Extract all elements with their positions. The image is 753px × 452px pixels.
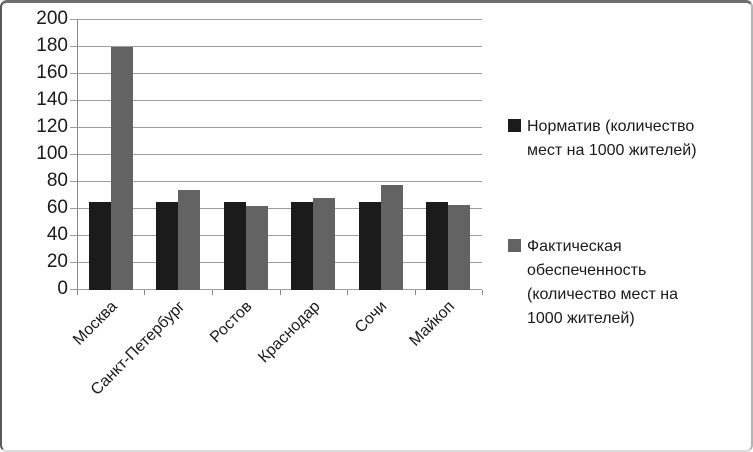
y-axis-label: 0 [57,278,68,300]
bar-group [280,20,348,290]
y-axis-label: 200 [36,8,68,30]
x-tick [211,290,213,295]
bar-normativ [426,202,449,290]
legend-label: Норматив (количество мест на 1000 жителе… [527,118,697,159]
y-axis-label: 60 [46,197,68,219]
bar-fact [380,184,403,290]
x-tick [346,290,348,295]
gridline [70,208,482,209]
y-axis-label: 120 [36,116,68,138]
x-tick [279,290,281,295]
y-axis-line [77,20,78,290]
x-axis-label: Сочи [352,298,391,337]
x-tick [482,290,483,295]
bar-fact [313,198,336,290]
x-axis-label: Ростов [207,298,256,347]
bar-normativ [358,202,381,290]
bar-fact [178,190,201,290]
y-axis-labels: 200 180 160 140 120 100 80 60 40 20 0 [2,8,68,299]
legend-entry: Норматив (количество мест на 1000 жителе… [508,115,750,163]
legend-marker-fact [508,239,521,252]
x-axis-ticks [77,290,483,296]
gridline [70,46,482,47]
bar-normativ [156,202,179,290]
bar-group [77,20,145,290]
y-axis-label: 180 [36,35,68,57]
gridline [70,100,482,101]
bar-group [347,20,415,290]
gridline [70,127,482,128]
bar-group [145,20,213,290]
x-axis-label: Краснодар [254,298,324,367]
x-tick [77,290,78,295]
x-axis-label: Москва [70,298,121,349]
bar-normativ [88,202,111,290]
y-axis-label: 100 [36,143,68,165]
legend-marker-normativ [508,119,521,132]
bar-group [212,20,280,290]
gridline [70,19,482,20]
plot-area [70,19,482,290]
x-tick [144,290,146,295]
legend: Норматив (количество мест на 1000 жителе… [508,115,750,331]
bar-fact [245,206,268,290]
gridline [70,289,482,290]
x-axis-label: Майкоп [406,298,459,350]
gridline [70,262,482,263]
gridline [70,235,482,236]
bar-fact [110,47,133,290]
y-axis-label: 20 [46,251,68,273]
gridlines [70,19,482,290]
bar-group [415,20,483,290]
bar-normativ [291,202,314,290]
bar-fact [448,204,471,290]
x-tick [414,290,416,295]
gridline [70,73,482,74]
gridline [70,181,482,182]
y-axis-label: 160 [36,62,68,84]
bars [77,20,482,290]
y-axis-label: 140 [36,89,68,111]
y-axis-label: 80 [46,170,68,192]
gridline [70,154,482,155]
y-axis-label: 40 [46,224,68,246]
legend-label: Фактическая обеспеченность (количество м… [527,238,678,327]
bar-normativ [223,202,246,290]
legend-entry: Фактическая обеспеченность (количество м… [508,235,750,331]
